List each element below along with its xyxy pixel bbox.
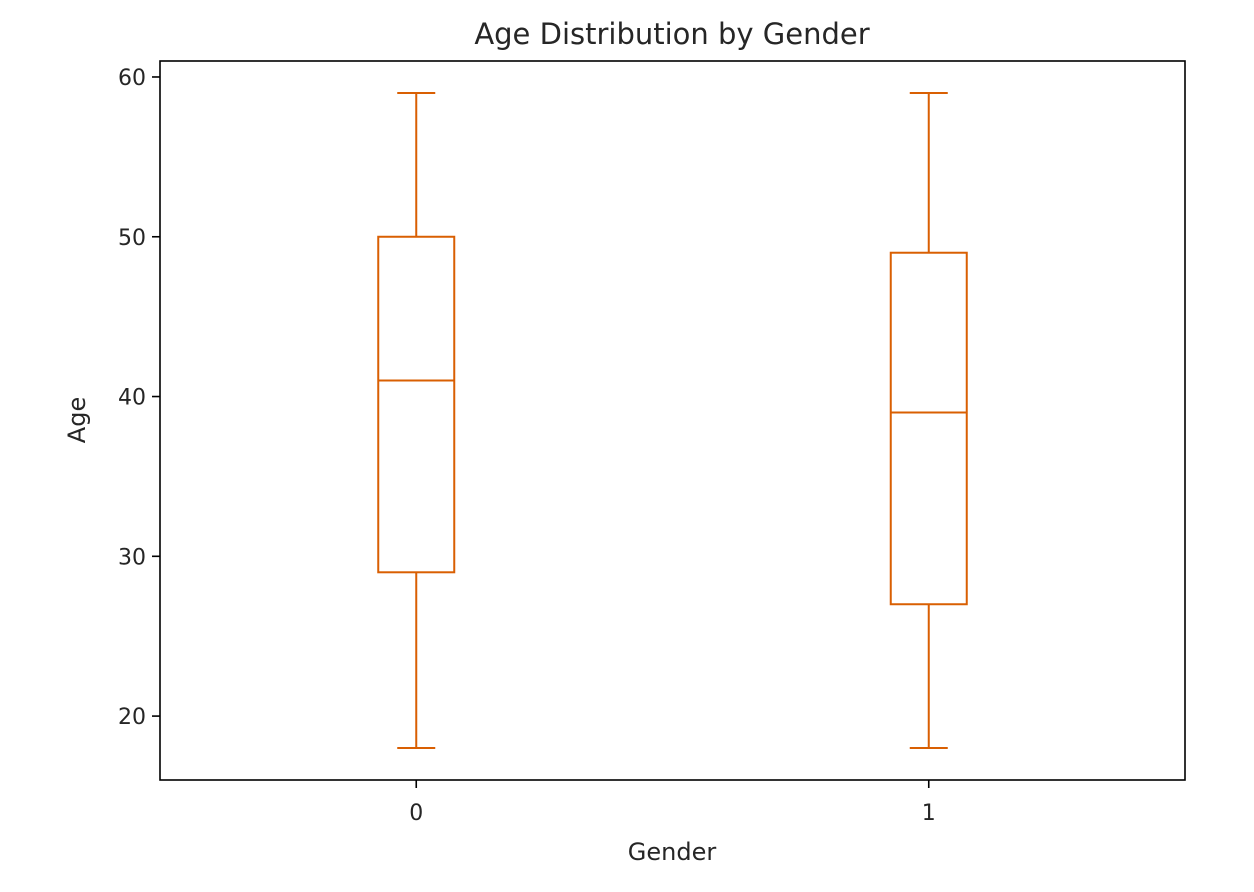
x-tick-label: 1 [922,801,936,826]
y-axis: 20 30 40 50 60 [118,66,160,730]
box-iqr [377,235,456,574]
x-axis-label: Gender [628,838,717,866]
y-tick-label: 50 [118,226,146,251]
boxes-group [377,91,968,750]
y-tick-label: 60 [118,66,146,91]
y-tick-label: 40 [118,386,146,411]
chart-title: Age Distribution by Gender [474,17,869,51]
y-axis-label: Age [63,397,91,443]
box-iqr [889,251,968,606]
x-tick-label: 0 [409,801,423,826]
y-tick-label: 30 [118,545,146,570]
plot-area-frame [159,60,1186,781]
y-tick-label: 20 [118,705,146,730]
